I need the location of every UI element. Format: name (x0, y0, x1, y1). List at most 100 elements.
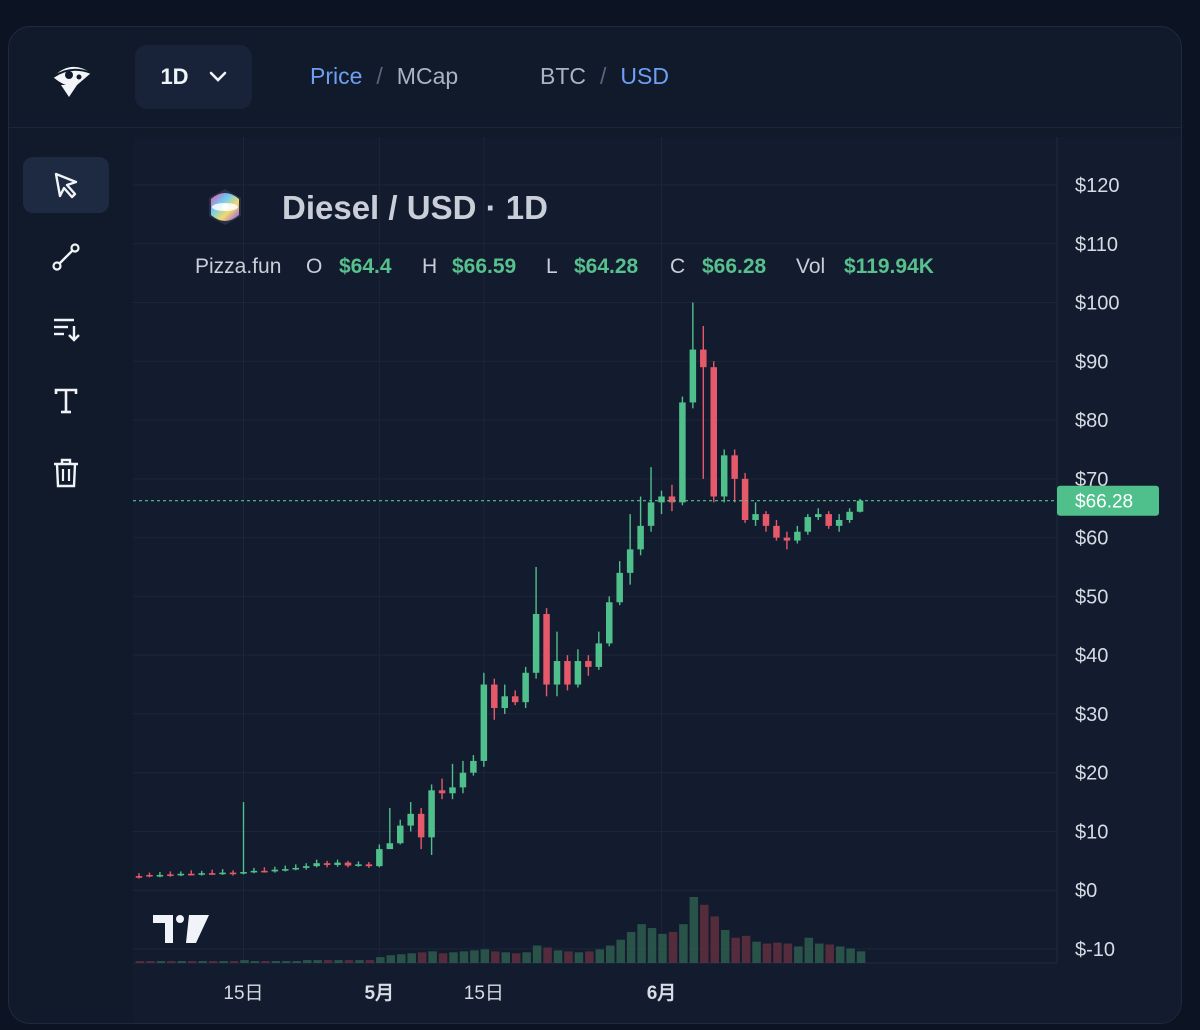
volume-bar (668, 931, 678, 963)
candle-up (292, 864, 299, 871)
volume-bar (794, 946, 803, 963)
time-axis: 15日 5月 15日 6月 (223, 983, 676, 1004)
volume-value: $119.94K (844, 255, 934, 278)
price-tick-label: $10 (1075, 821, 1108, 843)
candle-down (773, 519, 780, 541)
candle-up (355, 861, 362, 867)
volume-bar (679, 924, 688, 963)
candle-up (637, 496, 644, 556)
price-tick-label: $120 (1075, 175, 1120, 197)
candle-body (710, 367, 717, 497)
volume-bar (261, 961, 270, 963)
interval-dropdown[interactable]: 1D (135, 45, 252, 109)
candle-body (689, 349, 697, 403)
close-label: C (670, 255, 685, 278)
volume-bar (208, 961, 218, 963)
interval-label: 1D (160, 64, 189, 89)
volume-bar (417, 952, 427, 963)
price-tick-label: $-10 (1075, 939, 1115, 961)
usd-option[interactable]: USD (620, 63, 669, 89)
candle-up (626, 514, 634, 585)
volume-bar (815, 943, 824, 963)
candle-up (815, 508, 822, 520)
candle-body (386, 843, 394, 850)
candle-up (794, 525, 801, 544)
low-label: L (546, 255, 557, 278)
candle-down (741, 472, 749, 523)
candle-down (146, 872, 153, 878)
candle-up (658, 490, 665, 515)
candle-up (532, 567, 540, 679)
low-value: $64.28 (574, 255, 639, 278)
volume-bar (428, 951, 437, 963)
candle-body (292, 867, 299, 870)
candle-body (491, 684, 498, 709)
mcap-option[interactable]: MCap (396, 63, 459, 89)
candle-down (229, 870, 237, 876)
candle-body (135, 876, 143, 878)
candle-body (240, 872, 247, 874)
candle-body (825, 514, 832, 526)
open-value: $64.4 (339, 255, 392, 278)
volume-bar (658, 933, 667, 963)
candle-body (229, 872, 237, 875)
candle-up (386, 807, 394, 850)
volume-bar (459, 951, 469, 963)
delete-tool-button[interactable] (23, 445, 109, 501)
trend-line-tool-button[interactable] (23, 229, 109, 285)
candle-body (794, 531, 801, 541)
candlestick-chart[interactable]: $120 $110 $100 $90 $80 $70 $60 $50 $40 $30 $20 $10 $… (133, 137, 1181, 1023)
price-tick-label: $20 (1075, 763, 1108, 785)
candle-body (815, 514, 822, 518)
candle-down (710, 361, 717, 503)
candle-up (501, 684, 508, 714)
text-tool-button[interactable] (23, 373, 109, 429)
quote-toggle: BTC / USD (540, 63, 669, 90)
volume-bar (146, 961, 155, 963)
volume-bar (825, 944, 834, 963)
volume-bar (302, 960, 312, 963)
candle-up (156, 872, 164, 878)
candle-body (668, 496, 676, 503)
candle-body (700, 349, 707, 368)
candle-down (762, 511, 770, 532)
volume-bar (835, 946, 845, 963)
candle-body (302, 866, 310, 868)
candle-down (511, 690, 519, 706)
tradingview-logo-icon (153, 915, 209, 943)
candle-body (741, 478, 749, 520)
candle-down (188, 870, 195, 876)
chart-area[interactable]: $120 $110 $100 $90 $80 $70 $60 $50 $40 $30 $20 $10 $… (133, 137, 1181, 1023)
volume-bar (720, 930, 730, 963)
candle-body (177, 873, 185, 876)
candle-body (606, 602, 613, 644)
candle-up (219, 869, 226, 875)
sort-tool-button[interactable] (23, 301, 109, 357)
candle-body (731, 455, 738, 479)
grid-lines (133, 137, 1057, 963)
chart-panel: 1D Price / MCap BTC / USD (8, 26, 1182, 1024)
candle-up (449, 763, 456, 800)
candle-body (407, 813, 414, 826)
top-bar: 1D Price / MCap BTC / USD (9, 27, 1181, 128)
pizza-logo-icon (52, 66, 92, 97)
volume-label: Vol (796, 255, 825, 278)
btc-option[interactable]: BTC (540, 63, 586, 89)
candle-up (407, 802, 414, 832)
price-option[interactable]: Price (310, 63, 363, 89)
volume-bar (689, 897, 699, 963)
price-tick-label: $60 (1075, 528, 1108, 550)
candle-down (668, 484, 676, 512)
candle-down (585, 655, 592, 676)
cursor-tool-button[interactable] (23, 157, 109, 213)
candle-body (804, 517, 812, 532)
volume-bar (386, 955, 396, 963)
trash-icon (54, 458, 78, 488)
candle-down (783, 531, 791, 550)
volume-bar (397, 954, 406, 963)
volume-bar (553, 950, 563, 963)
time-tick-label: 6月 (647, 983, 677, 1004)
volume-bar (250, 961, 260, 963)
candle-body (720, 455, 728, 497)
volume-bar (731, 937, 740, 963)
